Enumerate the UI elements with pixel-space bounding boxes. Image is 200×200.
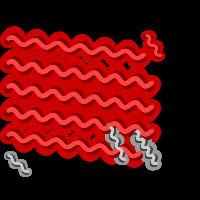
Polygon shape xyxy=(150,107,154,133)
Polygon shape xyxy=(6,39,10,65)
Polygon shape xyxy=(6,87,10,113)
Polygon shape xyxy=(6,63,10,89)
Polygon shape xyxy=(150,83,154,109)
Polygon shape xyxy=(6,111,10,137)
Polygon shape xyxy=(142,55,154,85)
